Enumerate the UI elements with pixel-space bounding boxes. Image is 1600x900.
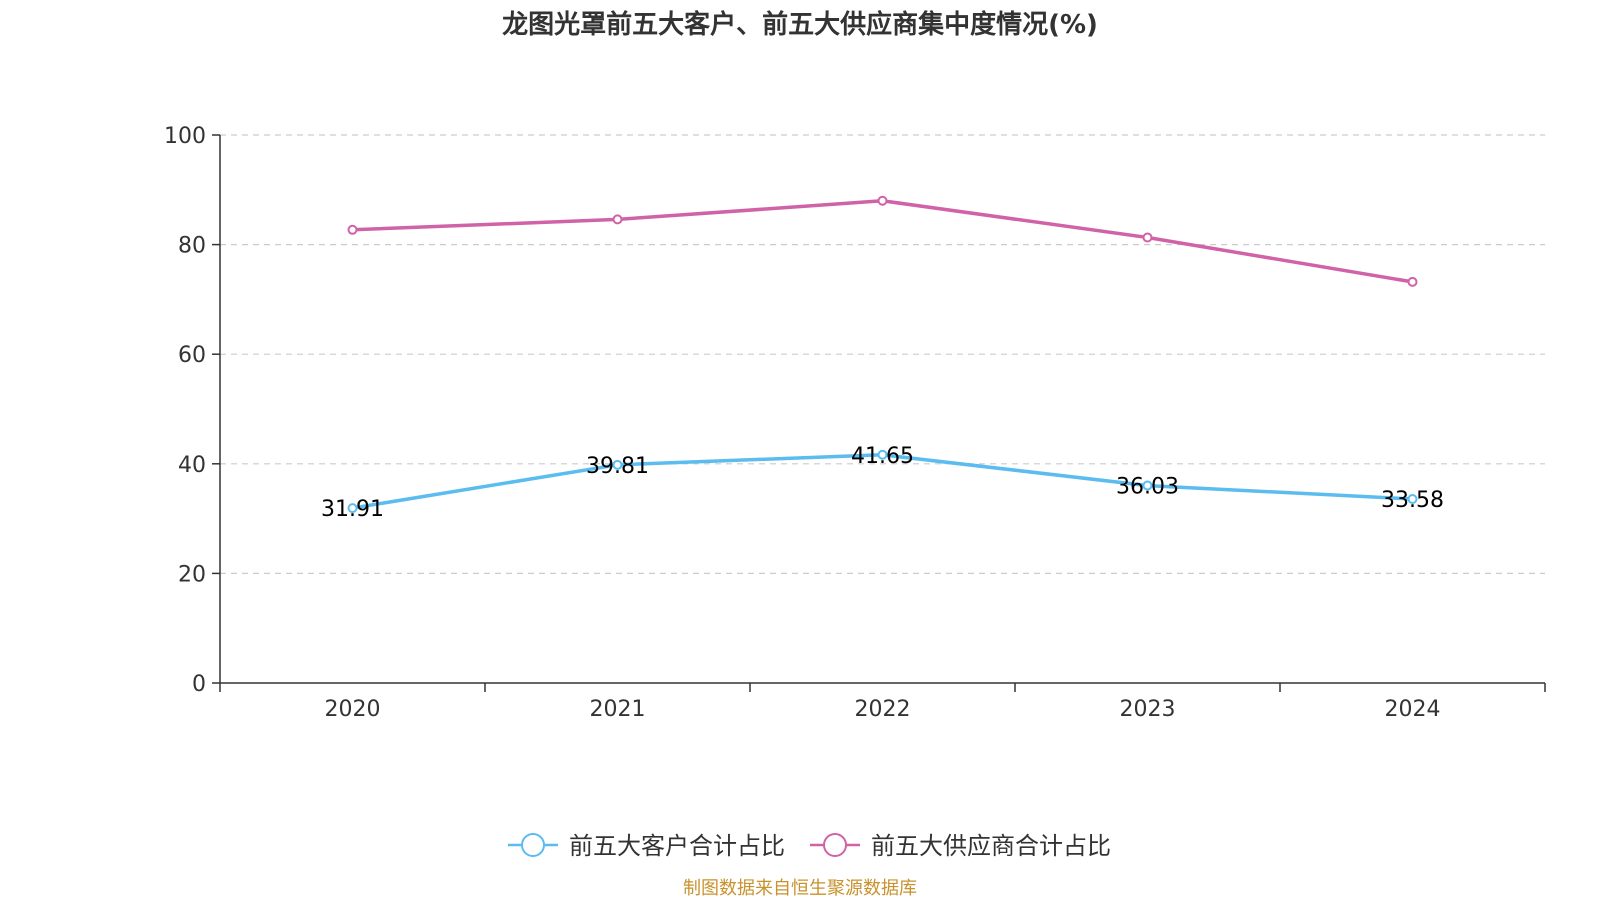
y-tick-label: 0 — [192, 672, 206, 697]
data-label: 39.81 — [586, 454, 649, 479]
data-point — [1142, 480, 1153, 491]
y-tick-label: 100 — [164, 124, 206, 149]
series-line-2 — [352, 199, 1413, 284]
chart-title: 龙图光罩前五大客户、前五大供应商集中度情况(%) — [502, 9, 1098, 40]
legend-marker-icon — [823, 833, 847, 857]
data-point — [612, 459, 623, 470]
legend-label: 前五大供应商合计占比 — [871, 832, 1111, 860]
x-tick-label: 2023 — [1120, 697, 1176, 722]
data-point — [877, 195, 888, 206]
x-tick-label: 2022 — [855, 697, 911, 722]
data-point — [877, 449, 888, 460]
series-group — [347, 195, 1418, 514]
x-tick-label: 2020 — [325, 697, 381, 722]
data-point — [347, 503, 358, 514]
data-point — [612, 214, 623, 225]
legend-marker-icon — [521, 833, 545, 857]
data-point — [1407, 276, 1418, 287]
y-tick-label: 40 — [178, 453, 206, 478]
legend: 前五大客户合计占比 前五大供应商合计占比 — [508, 832, 1111, 860]
data-label: 41.65 — [851, 444, 914, 469]
data-labels: 31.91 39.81 41.65 36.03 33.58 — [321, 444, 1444, 522]
data-label: 36.03 — [1116, 475, 1179, 500]
data-point — [347, 224, 358, 235]
data-point — [1142, 232, 1153, 243]
source-note: 制图数据来自恒生聚源数据库 — [683, 878, 917, 899]
y-tick-label: 80 — [178, 234, 206, 259]
y-tick-label: 20 — [178, 562, 206, 587]
legend-label: 前五大客户合计占比 — [569, 832, 785, 860]
axes: 0 20 40 60 80 100 2020 2021 2022 2023 2024 — [164, 124, 1546, 722]
data-label: 31.91 — [321, 497, 384, 522]
data-label: 33.58 — [1381, 488, 1444, 513]
grid-lines — [220, 134, 1545, 575]
x-tick-label: 2024 — [1385, 697, 1441, 722]
x-tick-label: 2021 — [590, 697, 646, 722]
y-tick-label: 60 — [178, 343, 206, 368]
data-point — [1407, 493, 1418, 504]
